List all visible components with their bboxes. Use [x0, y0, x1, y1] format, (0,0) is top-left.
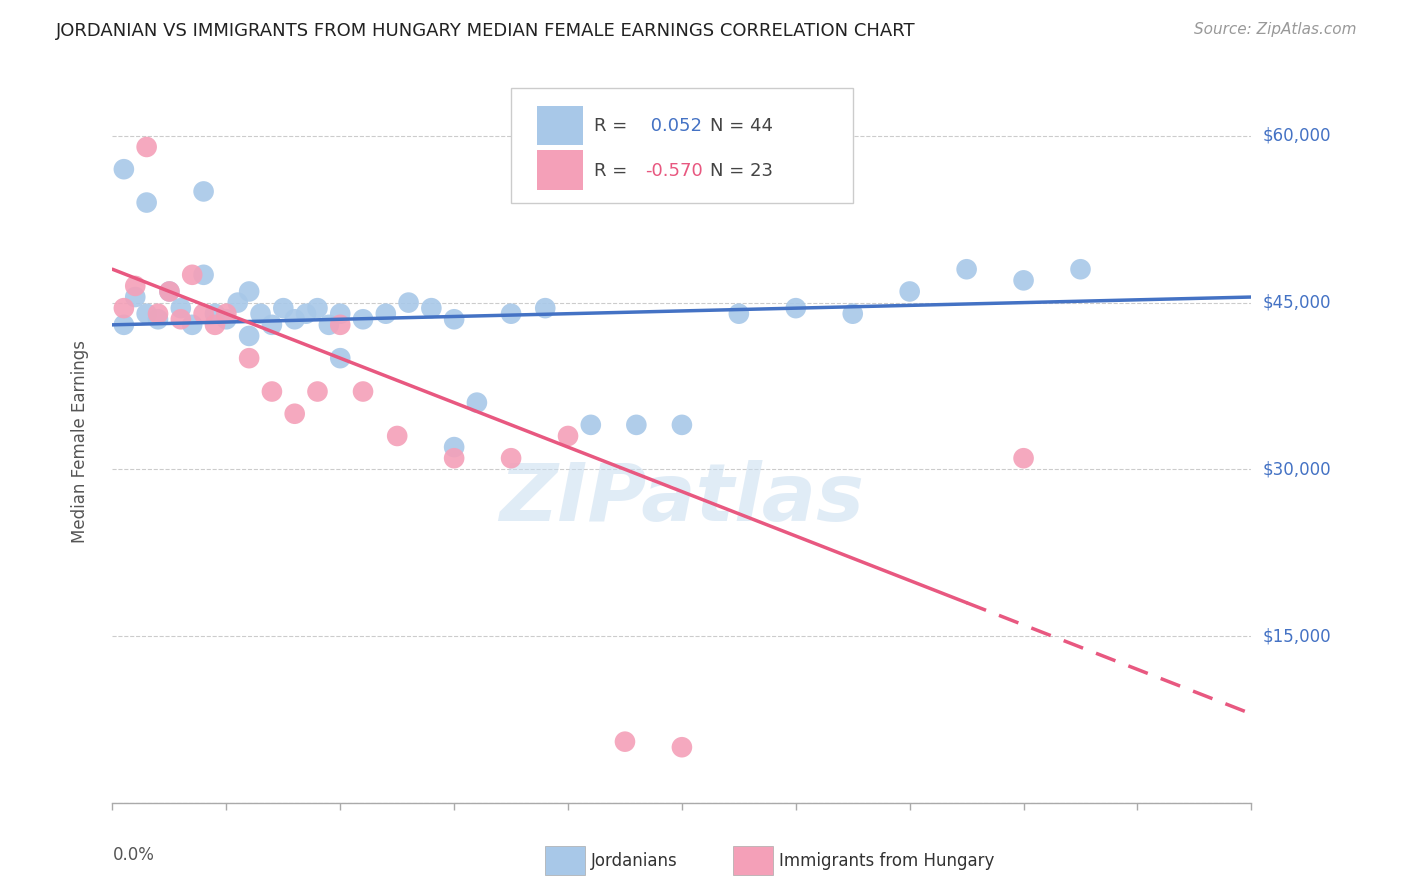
- Point: [181, 268, 204, 282]
- Text: 0.052: 0.052: [645, 117, 703, 135]
- Text: 0.0%: 0.0%: [112, 847, 155, 864]
- Point: [626, 417, 648, 432]
- Point: [238, 285, 260, 299]
- Point: [238, 329, 260, 343]
- Text: R =: R =: [595, 117, 633, 135]
- Point: [112, 162, 135, 177]
- Point: [124, 279, 146, 293]
- FancyBboxPatch shape: [537, 105, 583, 145]
- Point: [112, 318, 135, 332]
- Point: [613, 734, 636, 748]
- Point: [124, 290, 146, 304]
- FancyBboxPatch shape: [733, 847, 773, 875]
- Point: [249, 307, 271, 321]
- Point: [112, 301, 135, 315]
- Point: [204, 307, 226, 321]
- Point: [193, 307, 215, 321]
- Point: [443, 440, 465, 454]
- Point: [841, 307, 863, 321]
- Point: [534, 301, 557, 315]
- Point: [135, 307, 157, 321]
- Point: [1069, 262, 1091, 277]
- Text: Source: ZipAtlas.com: Source: ZipAtlas.com: [1194, 22, 1357, 37]
- Point: [146, 312, 169, 326]
- Point: [170, 301, 193, 315]
- Text: $45,000: $45,000: [1263, 293, 1331, 311]
- Point: [898, 285, 921, 299]
- Point: [295, 307, 318, 321]
- Point: [260, 318, 283, 332]
- Point: [135, 140, 157, 154]
- Point: [204, 318, 226, 332]
- Point: [329, 318, 352, 332]
- Point: [159, 285, 180, 299]
- Text: Immigrants from Hungary: Immigrants from Hungary: [779, 852, 994, 870]
- Text: ZIPatlas: ZIPatlas: [499, 460, 865, 539]
- Point: [352, 384, 374, 399]
- Point: [146, 307, 169, 321]
- Point: [215, 312, 238, 326]
- Text: $60,000: $60,000: [1263, 127, 1331, 145]
- Point: [501, 307, 523, 321]
- Point: [181, 318, 204, 332]
- Point: [135, 195, 157, 210]
- FancyBboxPatch shape: [537, 151, 583, 190]
- Point: [398, 295, 420, 310]
- Point: [352, 312, 374, 326]
- Point: [420, 301, 443, 315]
- Text: $30,000: $30,000: [1263, 460, 1331, 478]
- Text: N = 44: N = 44: [710, 117, 773, 135]
- Point: [307, 301, 329, 315]
- Point: [385, 429, 409, 443]
- Point: [579, 417, 602, 432]
- Point: [671, 417, 693, 432]
- Point: [728, 307, 751, 321]
- Point: [1012, 451, 1035, 466]
- Point: [284, 407, 307, 421]
- Text: Jordanians: Jordanians: [591, 852, 678, 870]
- Text: N = 23: N = 23: [710, 161, 773, 179]
- Point: [443, 451, 465, 466]
- Point: [260, 384, 283, 399]
- Point: [956, 262, 979, 277]
- FancyBboxPatch shape: [512, 87, 852, 203]
- Point: [226, 295, 249, 310]
- Point: [1012, 273, 1035, 287]
- Text: R =: R =: [595, 161, 633, 179]
- Point: [215, 307, 238, 321]
- Point: [318, 318, 340, 332]
- Point: [465, 395, 488, 409]
- Point: [443, 312, 465, 326]
- Point: [501, 451, 523, 466]
- Text: JORDANIAN VS IMMIGRANTS FROM HUNGARY MEDIAN FEMALE EARNINGS CORRELATION CHART: JORDANIAN VS IMMIGRANTS FROM HUNGARY MED…: [56, 22, 915, 40]
- Point: [671, 740, 693, 755]
- Point: [284, 312, 307, 326]
- Point: [329, 351, 352, 366]
- Point: [307, 384, 329, 399]
- Point: [159, 285, 180, 299]
- Point: [329, 307, 352, 321]
- Point: [170, 312, 193, 326]
- FancyBboxPatch shape: [546, 847, 585, 875]
- Point: [785, 301, 807, 315]
- Point: [271, 301, 295, 315]
- Text: -0.570: -0.570: [645, 161, 703, 179]
- Point: [193, 185, 215, 199]
- Y-axis label: Median Female Earnings: Median Female Earnings: [70, 340, 89, 543]
- Point: [193, 268, 215, 282]
- Text: $15,000: $15,000: [1263, 627, 1331, 645]
- Point: [238, 351, 260, 366]
- Point: [557, 429, 579, 443]
- Point: [374, 307, 396, 321]
